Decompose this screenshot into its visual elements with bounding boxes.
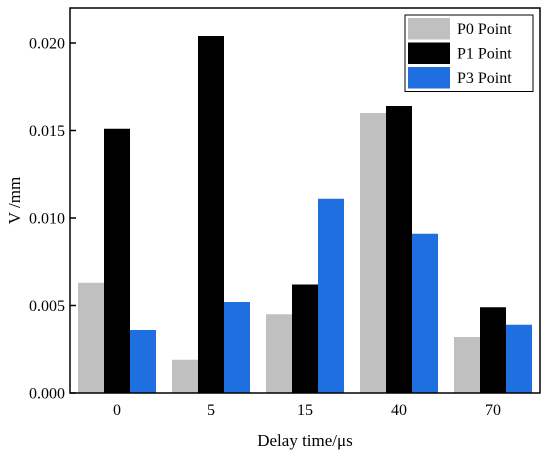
bar-p3-point-40 xyxy=(412,233,438,393)
bar-p3-point-0 xyxy=(130,330,156,393)
x-tick-label: 40 xyxy=(391,402,407,419)
y-axis-title: V /mm xyxy=(5,177,24,224)
legend-swatch xyxy=(408,42,450,64)
legend-swatch xyxy=(408,67,450,89)
x-tick-label: 0 xyxy=(113,402,121,419)
legend-label: P3 Point xyxy=(457,70,512,87)
legend-label: P1 Point xyxy=(457,46,512,63)
y-tick-label: 0.000 xyxy=(29,386,65,403)
x-axis-title: Delay time/μs xyxy=(257,431,353,450)
x-tick-label: 15 xyxy=(297,402,313,419)
bars-group xyxy=(78,36,532,393)
x-tick-label: 5 xyxy=(207,402,215,419)
bar-p1-point-70 xyxy=(480,307,506,393)
bar-p1-point-40 xyxy=(386,106,412,393)
bar-p3-point-5 xyxy=(224,302,250,393)
bar-p1-point-5 xyxy=(198,36,224,393)
legend-label: P0 Point xyxy=(457,21,512,38)
bar-p1-point-0 xyxy=(104,128,130,393)
bar-p0-point-15 xyxy=(266,314,292,393)
x-tick-label: 70 xyxy=(485,402,501,419)
y-tick-label: 0.015 xyxy=(29,123,65,140)
legend-swatch xyxy=(408,18,450,40)
y-tick-label: 0.005 xyxy=(29,298,65,315)
bar-p1-point-15 xyxy=(292,284,318,393)
ticks-group: 0 5 15 40 70 0.000 0.005 0.010 0.015 0.020 xyxy=(29,36,501,420)
y-tick-label: 0.010 xyxy=(29,211,65,228)
y-tick-label: 0.020 xyxy=(29,36,65,53)
bar-p0-point-5 xyxy=(172,359,198,393)
bar-p0-point-0 xyxy=(78,282,104,393)
bar-p3-point-15 xyxy=(318,198,344,393)
bar-p3-point-70 xyxy=(506,324,532,393)
legend: P0 Point P1 Point P3 Point xyxy=(404,14,534,92)
bar-p0-point-70 xyxy=(454,337,480,393)
bar-p0-point-40 xyxy=(360,113,386,393)
